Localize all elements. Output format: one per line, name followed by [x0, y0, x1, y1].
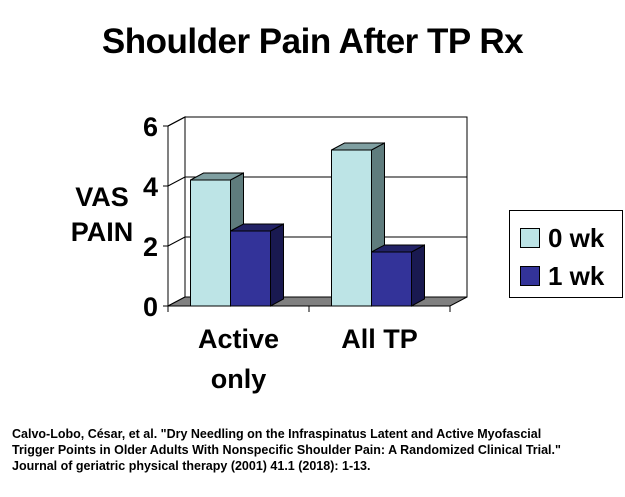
gridline-side [167, 236, 186, 247]
legend-label-0wk: 0 wk [548, 222, 605, 253]
y-tick-label: 0 [143, 292, 158, 322]
legend: 0 wk 1 wk [509, 210, 623, 298]
chart-side-wall [167, 116, 186, 307]
y-tick-label: 4 [143, 172, 158, 202]
bar-1wk-1 [371, 251, 412, 307]
legend-item-1wk: 1 wk [520, 260, 605, 291]
category-label: only [211, 364, 267, 394]
y-axis-label-line-2: PAIN [70, 217, 134, 247]
legend-swatch-1wk [520, 266, 540, 286]
legend-item-0wk: 0 wk [520, 222, 605, 253]
citation: Calvo-Lobo, César, et al. "Dry Needling … [12, 426, 612, 474]
y-axis-label-line-1: VAS [75, 182, 129, 212]
legend-label-1wk: 1 wk [548, 260, 605, 291]
gridline-side [167, 176, 186, 187]
y-tick-label: 6 [143, 112, 158, 142]
category-label: All TP [341, 324, 418, 354]
citation-line-2: Trigger Points in Older Adults With Nons… [12, 443, 561, 457]
y-axis-label: VAS PAIN [52, 180, 152, 250]
y-tick-label: 2 [143, 232, 158, 262]
bar-1wk-1-side [411, 244, 425, 307]
citation-line-3: Journal of geriatric physical therapy (2… [12, 459, 371, 473]
chart-title: Shoulder Pain After TP Rx [101, 22, 524, 61]
legend-swatch-0wk [520, 228, 540, 248]
bar-0wk-0 [190, 179, 231, 307]
citation-line-1: Calvo-Lobo, César, et al. "Dry Needling … [12, 427, 542, 441]
bar-1wk-0 [230, 230, 271, 307]
bar-1wk-0-side [270, 223, 284, 307]
gridline-side [167, 116, 186, 127]
category-label: Active [198, 324, 279, 354]
bar-0wk-1 [331, 149, 372, 307]
bar-chart: 0 2 4 6 Active only All TP [143, 112, 468, 394]
